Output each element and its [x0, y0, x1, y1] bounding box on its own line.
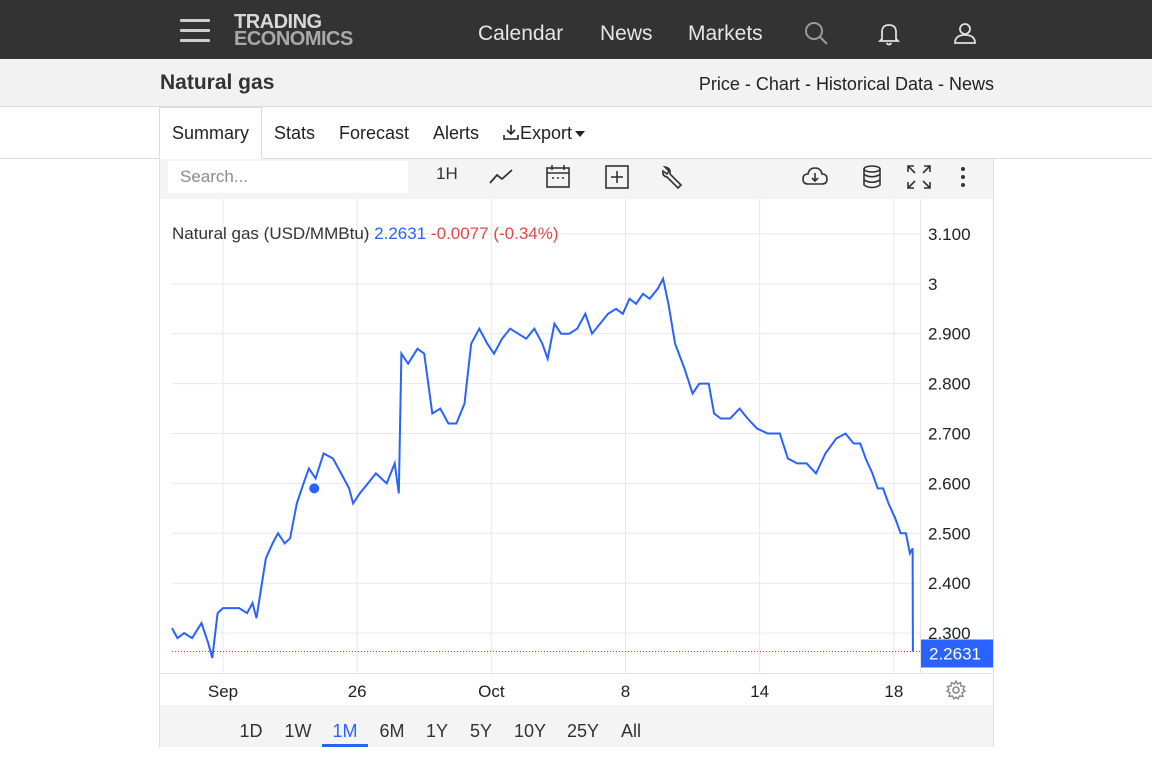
y-tick-label: 2.300 — [928, 624, 971, 643]
chart-grid — [172, 199, 920, 673]
tab-stats[interactable]: Stats — [274, 123, 316, 143]
x-tick-label: Oct — [478, 682, 505, 701]
x-axis-divider — [160, 673, 993, 674]
price-chart[interactable]: 2.300 2.400 2.500 2.600 2.700 2.800 2.900 3 3.10… — [160, 199, 993, 705]
crumb-sep: - — [799, 74, 816, 94]
range-1d[interactable]: 1D — [239, 721, 263, 741]
range-10y[interactable]: 10Y — [513, 721, 547, 741]
database-icon[interactable] — [858, 163, 886, 191]
logo-line2: ECONOMICS — [234, 28, 353, 50]
menu-icon[interactable] — [180, 19, 210, 43]
crumb-historical-data[interactable]: Historical Data — [815, 74, 933, 94]
x-tick-label: 26 — [348, 682, 367, 701]
range-all[interactable]: All — [620, 721, 641, 741]
crumb-chart[interactable]: Chart — [755, 74, 800, 94]
legend-value: 2.2631 — [374, 224, 426, 243]
y-tick-label: 2.800 — [928, 375, 971, 394]
range-1w[interactable]: 1W — [284, 721, 312, 741]
logo[interactable]: TRADING ECONOMICS — [234, 11, 353, 50]
nav-news[interactable]: News — [600, 22, 653, 45]
logo-line1: TRADING — [234, 11, 322, 33]
y-tick-label: 2.500 — [928, 524, 971, 543]
legend-change-pct: (-0.34%) — [493, 224, 558, 243]
range-25y[interactable]: 25Y — [566, 721, 600, 741]
last-price-label: 2.2631 — [929, 644, 981, 663]
interval-button[interactable]: 1H — [436, 164, 458, 183]
user-icon[interactable] — [952, 20, 978, 46]
y-axis-divider — [920, 199, 921, 673]
tab-active-bg — [159, 107, 262, 159]
line-chart-icon[interactable] — [487, 163, 515, 191]
crumb-sep: - — [932, 74, 949, 94]
range-selector: 1D 1W 1M 6M 1Y 5Y 10Y 25Y All — [160, 705, 993, 747]
bell-icon[interactable] — [876, 20, 902, 46]
range-active-indicator — [322, 744, 368, 747]
y-tick-label: 2.700 — [928, 425, 971, 444]
tabs-row: Summary Stats Forecast Alerts Export — [0, 107, 1152, 159]
range-6m[interactable]: 6M — [379, 721, 405, 741]
crumb-price[interactable]: Price — [698, 74, 740, 94]
title-bar: Natural gas Price - Chart - Historical D… — [0, 59, 1152, 107]
nav-calendar[interactable]: Calendar — [478, 22, 564, 45]
tab-export[interactable]: Export — [502, 123, 586, 144]
tab-summary[interactable]: Summary — [172, 123, 250, 143]
cloud-download-icon[interactable] — [801, 163, 829, 191]
wrench-icon[interactable] — [658, 163, 686, 191]
add-indicator-icon[interactable] — [603, 163, 631, 191]
chevron-down-icon — [575, 131, 586, 138]
nav-markets[interactable]: Markets — [688, 22, 763, 45]
search-input[interactable] — [168, 161, 408, 193]
x-tick-label: 14 — [750, 682, 769, 701]
chart-panel: 1H — [159, 159, 994, 747]
last-price-badge — [921, 639, 993, 668]
more-options-icon[interactable] — [949, 163, 977, 191]
chart-legend: Natural gas (USD/MMBtu) 2.2631 -0.0077 (… — [172, 224, 559, 243]
download-icon — [503, 125, 519, 140]
x-tick-label: 18 — [884, 682, 903, 701]
chart-settings-icon[interactable] — [946, 680, 966, 700]
y-tick-label: 2.600 — [928, 474, 971, 493]
search-icon[interactable] — [803, 20, 829, 46]
range-1m[interactable]: 1M — [332, 721, 358, 741]
legend-series-name: Natural gas (USD/MMBtu) 2.2631 -0.0077 (… — [172, 224, 559, 243]
range-5y[interactable]: 5Y — [469, 721, 493, 741]
top-nav: TRADING ECONOMICS Calendar News Markets — [0, 0, 1152, 59]
x-tick-label: Sep — [208, 682, 238, 701]
y-tick-label: 3 — [928, 275, 937, 294]
crumb-sep: - — [739, 74, 756, 94]
range-1y[interactable]: 1Y — [425, 721, 449, 741]
y-tick-label: 2.900 — [928, 325, 971, 344]
export-label: Export — [520, 123, 573, 143]
crumb-news[interactable]: News — [948, 74, 994, 94]
page-title: Natural gas — [160, 71, 275, 94]
y-axis: 2.300 2.400 2.500 2.600 2.700 2.800 2.900 3 3.10… — [928, 225, 971, 643]
fullscreen-icon[interactable] — [905, 163, 933, 191]
tab-alerts[interactable]: Alerts — [433, 123, 480, 143]
calendar-icon[interactable] — [544, 163, 572, 191]
y-tick-label: 3.100 — [928, 225, 971, 244]
x-tick-label: 8 — [621, 682, 630, 701]
legend-change: -0.0077 — [431, 224, 489, 243]
price-series-line — [171, 275, 914, 659]
data-marker[interactable] — [309, 483, 320, 494]
y-tick-label: 2.400 — [928, 574, 971, 593]
tab-forecast[interactable]: Forecast — [339, 123, 410, 143]
breadcrumb: Price - Chart - Historical Data - News — [699, 74, 994, 95]
x-axis: Sep 26 Oct 8 14 18 — [208, 682, 903, 701]
chart-toolbar: 1H — [160, 159, 993, 199]
